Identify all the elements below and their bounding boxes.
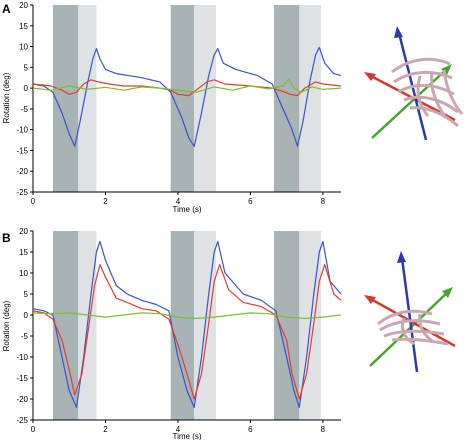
- green-arrowhead: [442, 287, 453, 298]
- shaded-band: [52, 5, 79, 192]
- y-tick-label: 0: [24, 84, 29, 93]
- blue-arrowhead: [397, 251, 406, 263]
- y-tick-label: 20: [19, 1, 28, 10]
- blue-axis-arrow: [400, 257, 419, 373]
- shaded-band: [299, 5, 322, 192]
- x-tick-label: 0: [31, 197, 36, 206]
- x-tick-label: 4: [176, 197, 181, 206]
- red-arrowhead: [364, 72, 376, 81]
- shaded-band: [194, 5, 216, 192]
- y-tick-label: 0: [24, 311, 29, 320]
- shaded-band: [78, 5, 97, 192]
- y-tick-label: -5: [21, 332, 29, 341]
- y-tick-label: -25: [16, 188, 28, 197]
- rib-cage-model: [377, 309, 449, 346]
- x-tick-label: 6: [248, 425, 253, 434]
- series-line: [32, 46, 342, 147]
- x-tick-label: 2: [103, 425, 108, 434]
- y-tick-label: -15: [16, 374, 28, 383]
- panel-a-letter: A: [2, 2, 11, 16]
- panel-a-plot: -25 -20 -15 -10 -5 0 5 10 15 20 0 2 4 6 8: [16, 1, 342, 206]
- blue-arrowhead: [394, 26, 403, 38]
- y-tick-label: 15: [19, 22, 28, 31]
- y-tick-label: -5: [21, 105, 29, 114]
- axis-glyph-b: [364, 251, 456, 373]
- y-tick-label: -20: [16, 167, 28, 176]
- series-line: [32, 240, 342, 408]
- red-arrowhead: [364, 295, 376, 304]
- x-tick-label: 2: [103, 197, 108, 206]
- shaded-band: [170, 231, 195, 420]
- y-tick-label: -15: [16, 146, 28, 155]
- y-tick-label: 15: [19, 248, 28, 257]
- x-tick-label: 8: [321, 425, 326, 434]
- green-arrowhead: [441, 64, 452, 75]
- panel-b-letter: B: [2, 231, 11, 245]
- x-tick-label: 0: [31, 425, 36, 434]
- panel-b-plot: -25 -20 -15 -10 -5 0 5 10 15 20 0 2 4 6 8: [16, 227, 342, 434]
- y-tick-label: -10: [16, 126, 28, 135]
- axis-glyph-a: [364, 26, 464, 141]
- y-tick-label: 20: [19, 227, 28, 236]
- y-tick-label: -25: [16, 416, 28, 425]
- panel-a-xlabel: Time (s): [172, 205, 201, 214]
- series-line: [32, 312, 342, 319]
- x-tick-label: 6: [248, 197, 253, 206]
- x-tick-label: 4: [176, 425, 181, 434]
- y-tick-label: 10: [19, 269, 28, 278]
- y-tick-label: -10: [16, 353, 28, 362]
- panel-b-ylabel: Rotation (deg): [2, 300, 11, 351]
- y-tick-label: 5: [24, 63, 29, 72]
- shaded-band: [273, 5, 300, 192]
- green-axis-arrow: [371, 66, 450, 139]
- series-line: [32, 78, 342, 93]
- x-tick-label: 8: [321, 197, 326, 206]
- y-tick-label: 10: [19, 43, 28, 52]
- panel-b-xlabel: Time (s): [172, 432, 201, 440]
- series-line: [32, 264, 342, 400]
- shaded-band: [170, 5, 195, 192]
- shaded-band: [52, 231, 79, 420]
- rib-cage-model: [391, 57, 464, 128]
- y-tick-label: -20: [16, 395, 28, 404]
- shaded-band: [273, 231, 300, 420]
- panel-a-ylabel: Rotation (deg): [2, 72, 11, 123]
- y-tick-label: 5: [24, 290, 29, 299]
